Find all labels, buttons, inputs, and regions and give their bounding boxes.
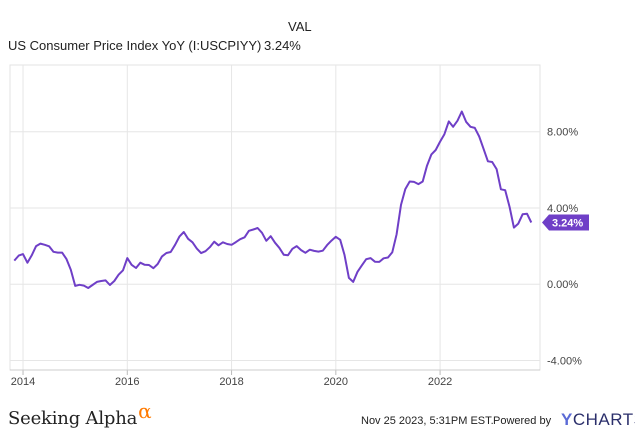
- y-tick-label: 0.00%: [547, 279, 578, 291]
- y-tick-label: 8.00%: [547, 127, 578, 139]
- legend-column-header: VAL: [288, 19, 312, 34]
- last-value-badge-shape: [542, 214, 589, 231]
- x-tick-label: 2022: [428, 376, 452, 388]
- brand-text: Seeking Alpha: [8, 408, 138, 429]
- ycharts-logo: YCHARTS: [561, 410, 635, 430]
- legend-series-name: US Consumer Price Index YoY (I:USCPIYY): [8, 38, 262, 53]
- chart-timestamp: Nov 25 2023, 5:31PM EST.: [361, 415, 494, 427]
- ycharts-y: Y: [561, 410, 573, 429]
- seeking-alpha-logo: Seeking Alphaα: [8, 399, 152, 429]
- x-tick-label: 2016: [115, 376, 139, 388]
- last-value-badge: 3.24%: [542, 214, 589, 231]
- legend-series-value: 3.24%: [264, 38, 301, 53]
- grid-lines: [9, 64, 541, 371]
- cpi-series-line: [13, 110, 533, 289]
- ycharts-text: CHARTS: [572, 410, 635, 429]
- x-tick-label: 2020: [324, 376, 348, 388]
- y-tick-label: 4.00%: [547, 203, 578, 215]
- y-tick-label: -4.00%: [547, 355, 582, 367]
- alpha-icon: α: [138, 399, 152, 423]
- axes: 8.00% 4.00% 0.00% -4.00% 2014 2016 2018 2020 202…: [10, 127, 582, 388]
- powered-by-label: Powered by: [493, 415, 552, 427]
- x-tick-label: 2018: [219, 376, 243, 388]
- plot-frame: [9, 64, 541, 371]
- x-tick-label: 2014: [11, 376, 35, 388]
- last-value-badge-label: 3.24%: [552, 217, 583, 229]
